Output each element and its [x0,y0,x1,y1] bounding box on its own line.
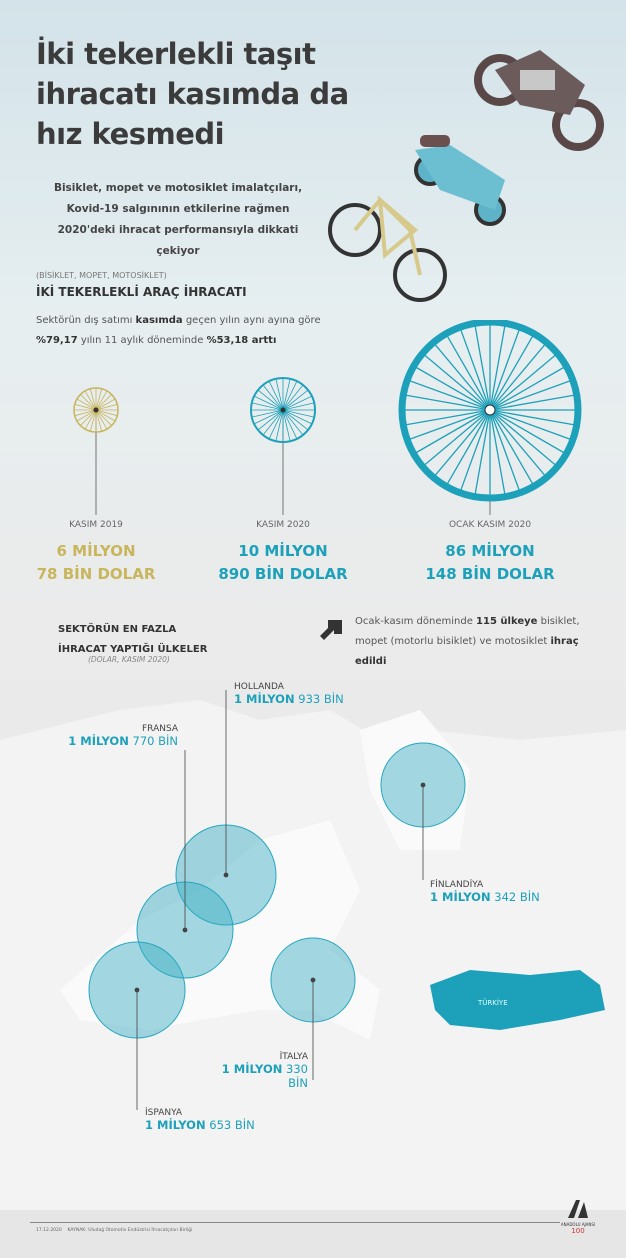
turkey-shape [430,970,605,1030]
wheel-label-2020: KASIM 2020 [256,520,310,530]
wheel-label-2019: KASIM 2019 [69,520,123,530]
wheel-0 [73,387,119,515]
motorcycle-icon [474,50,604,151]
value-2020-line2: 890 BİN DOLAR [218,565,348,583]
value-ytd-line2: 148 BİN DOLAR [425,565,555,583]
footer-divider [30,1222,560,1223]
top-countries-note: (DOLAR, KASIM 2020) [88,655,170,664]
country-fransa: FRANSA 1 MİLYON 770 BİN [68,724,178,748]
top-countries-title: SEKTÖRÜN EN FAZLA İHRACAT YAPTIĞI ÜLKELER [58,624,208,655]
export-note: Ocak-kasım döneminde 115 ülkeye bisiklet… [355,616,580,667]
vehicles-illustration [328,50,604,302]
value-2019-line2: 78 BİN DOLAR [36,565,156,583]
footer-source: 17.12.2020 KAYNAK: Uludağ Otomotiv Endüs… [36,1228,193,1233]
wheel-1 [250,377,316,515]
country-hollanda: HOLLANDA 1 MİLYON 933 BİN [234,682,344,706]
section-title: İKİ TEKERLEKLİ ARAÇ İHRACATI [36,285,247,299]
logo-badge: 100 [571,1227,585,1235]
aa-logo: ANADOLU AJANSI 100 [558,1198,598,1235]
country-finlandiya: FİNLANDİYA 1 MİLYON 342 BİN [430,880,540,904]
page-title: İki tekerlekli taşıt ihracatı kasımda da… [36,37,349,151]
bicycle-icon [328,195,447,302]
turkey-label: TÜRKİYE [477,998,508,1007]
section-text: Sektörün dış satımı kasımda geçen yılın … [36,315,321,346]
europe-map: TÜRKİYE [0,690,626,1210]
logo-text: ANADOLU AJANSI [560,1222,596,1227]
subtitle: Bisiklet, mopet ve motosiklet imalatçıla… [53,182,303,257]
section-kicker: (BİSİKLET, MOPET, MOTOSİKLET) [36,271,167,280]
value-2019-line1: 6 MİLYON [56,542,136,560]
arrow-up-right-icon [320,620,342,640]
wheel-label-ytd: OCAK KASIM 2020 [448,520,532,530]
wheel-2 [398,320,582,515]
country-ispanya: İSPANYA 1 MİLYON 653 BİN [145,1108,255,1132]
value-2020-line1: 10 MİLYON [238,542,328,560]
country-italya: İTALYA 1 MİLYON 330 BİN [221,1052,308,1090]
wheels-graphic [73,320,582,515]
value-ytd-line1: 86 MİLYON [445,542,535,560]
scooter-icon [414,135,506,226]
